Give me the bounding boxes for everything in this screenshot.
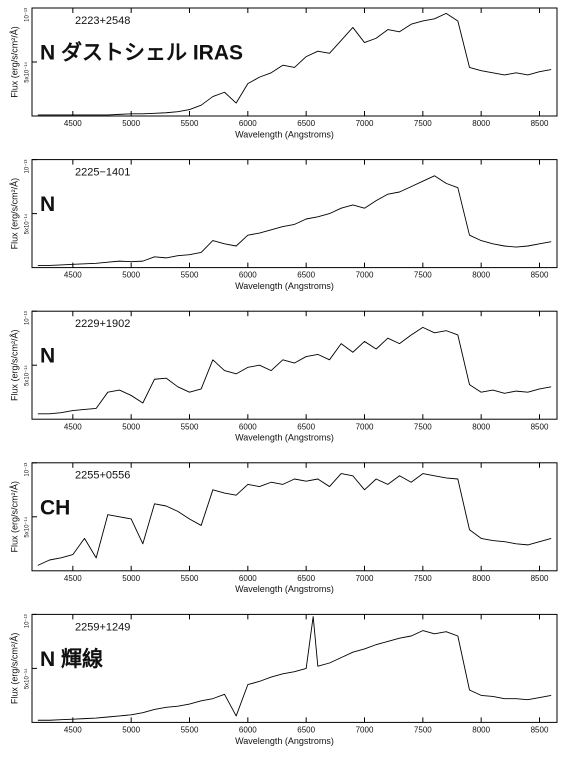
y-tick-label: 5x10⁻¹⁴ — [24, 62, 31, 83]
x-tick-label: 6500 — [297, 422, 315, 431]
spectrum-id: 2259+1249 — [75, 621, 130, 633]
x-tick-label: 7000 — [356, 726, 374, 735]
spectrum-id: 2225−1401 — [75, 167, 130, 179]
spectrum-panel: 4500 5000 5500 6000 6500 7000 7500 8000 8500 5x10… — [9, 7, 558, 139]
spectrum-line — [37, 175, 552, 266]
spectrum-panel: 4500 5000 5500 6000 6500 7000 7500 8000 8500 5x10… — [9, 613, 558, 746]
spectrum-panel: 4500 5000 5500 6000 6500 7000 7500 8000 8500 5x10… — [9, 310, 558, 443]
x-tick-label: 8000 — [472, 574, 490, 583]
x-tick-label: 7500 — [414, 726, 432, 735]
spectrum-panel: 4500 5000 5500 6000 6500 7000 7500 8000 8500 5x10… — [9, 462, 558, 594]
y-axis-label: Flux (erg/s/cm²/Å) — [9, 329, 19, 401]
x-tick-label: 7500 — [414, 574, 432, 583]
x-tick-label: 4500 — [64, 726, 82, 735]
y-tick-label: 5x10⁻¹⁴ — [24, 213, 31, 234]
class-annotation: CH — [40, 496, 70, 519]
y-tick-label: 10⁻¹³ — [25, 160, 31, 174]
x-tick-label: 5500 — [181, 574, 199, 583]
x-tick-label: 5500 — [181, 726, 199, 735]
x-axis-label: Wavelength (Angstroms) — [235, 129, 334, 139]
spectrum-line — [37, 616, 552, 721]
x-tick-label: 6500 — [297, 271, 315, 280]
x-tick-label: 6500 — [297, 119, 315, 128]
x-tick-label: 8500 — [531, 726, 549, 735]
x-tick-label: 6500 — [297, 574, 315, 583]
class-annotation: N 輝線 — [40, 647, 103, 671]
x-tick-label: 6000 — [239, 574, 257, 583]
x-tick-label: 4500 — [64, 271, 82, 280]
x-tick-label: 7000 — [356, 271, 374, 280]
x-tick-label: 5500 — [181, 271, 199, 280]
x-tick-label: 5000 — [122, 271, 140, 280]
x-tick-label: 5000 — [122, 119, 140, 128]
x-axis-label: Wavelength (Angstroms) — [235, 584, 334, 594]
x-axis-label: Wavelength (Angstroms) — [235, 433, 334, 443]
x-tick-label: 7000 — [356, 422, 374, 431]
x-tick-label: 8000 — [472, 271, 490, 280]
y-axis-label: Flux (erg/s/cm²/Å) — [9, 26, 19, 98]
x-tick-label: 7500 — [414, 422, 432, 431]
x-tick-label: 6500 — [297, 726, 315, 735]
spectrum-id: 2229+1902 — [75, 318, 130, 330]
x-tick-label: 5500 — [181, 422, 199, 431]
x-tick-label: 4500 — [64, 574, 82, 583]
y-tick-label: 5x10⁻¹⁴ — [24, 365, 31, 386]
x-tick-label: 6000 — [239, 726, 257, 735]
y-axis-label: Flux (erg/s/cm²/Å) — [9, 178, 19, 250]
x-tick-label: 8000 — [472, 119, 490, 128]
y-tick-label: 10⁻¹³ — [25, 311, 31, 325]
x-tick-label: 7500 — [414, 119, 432, 128]
spectrum-id: 2223+2548 — [75, 15, 130, 27]
x-tick-label: 7500 — [414, 271, 432, 280]
x-axis-label: Wavelength (Angstroms) — [235, 736, 334, 746]
x-tick-label: 8500 — [531, 422, 549, 431]
x-tick-label: 8500 — [531, 119, 549, 128]
class-annotation: N ダストシェル IRAS — [40, 41, 243, 65]
y-tick-label: 10⁻¹³ — [25, 8, 31, 22]
spectrum-line — [37, 473, 552, 566]
class-annotation: N — [40, 345, 55, 368]
x-tick-label: 6000 — [239, 271, 257, 280]
y-axis-label: Flux (erg/s/cm²/Å) — [9, 481, 19, 553]
x-tick-label: 5000 — [122, 726, 140, 735]
y-tick-label: 10⁻¹³ — [25, 614, 31, 628]
y-tick-label: 5x10⁻¹⁴ — [24, 516, 31, 537]
x-tick-label: 6000 — [239, 119, 257, 128]
spectrum-line — [37, 12, 552, 116]
spectrum-panel: 4500 5000 5500 6000 6500 7000 7500 8000 8500 5x10… — [9, 159, 558, 291]
y-tick-label: 10⁻¹³ — [25, 463, 31, 477]
x-axis-label: Wavelength (Angstroms) — [235, 281, 334, 291]
x-tick-label: 4500 — [64, 422, 82, 431]
class-annotation: N — [40, 193, 55, 216]
x-tick-label: 8000 — [472, 726, 490, 735]
x-tick-label: 8500 — [531, 574, 549, 583]
x-tick-label: 7000 — [356, 119, 374, 128]
spectrum-id: 2255+0556 — [75, 470, 130, 482]
x-tick-label: 8500 — [531, 271, 549, 280]
x-tick-label: 7000 — [356, 574, 374, 583]
x-tick-label: 4500 — [64, 119, 82, 128]
y-tick-label: 5x10⁻¹⁴ — [24, 668, 31, 689]
y-axis-label: Flux (erg/s/cm²/Å) — [9, 633, 19, 705]
x-tick-label: 5500 — [181, 119, 199, 128]
x-tick-label: 6000 — [239, 422, 257, 431]
x-tick-label: 5000 — [122, 422, 140, 431]
x-tick-label: 8000 — [472, 422, 490, 431]
x-tick-label: 5000 — [122, 574, 140, 583]
spectrum-line — [37, 326, 552, 415]
